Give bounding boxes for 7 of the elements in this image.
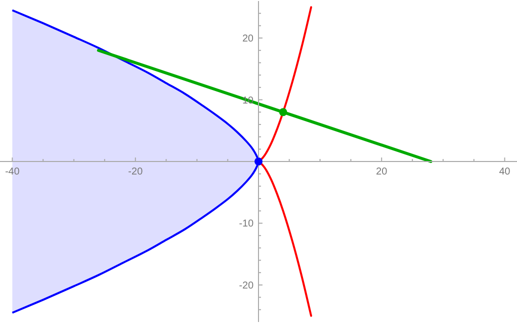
x-tick-label: -20 <box>128 166 144 178</box>
y-tick-label: -10 <box>239 218 254 230</box>
y-tick-label: 20 <box>242 34 254 45</box>
x-tick-label: -40 <box>5 166 20 178</box>
x-tick-label: 20 <box>376 166 388 178</box>
y-tick-label: -20 <box>239 280 254 292</box>
x-tick-label: 40 <box>499 166 511 178</box>
